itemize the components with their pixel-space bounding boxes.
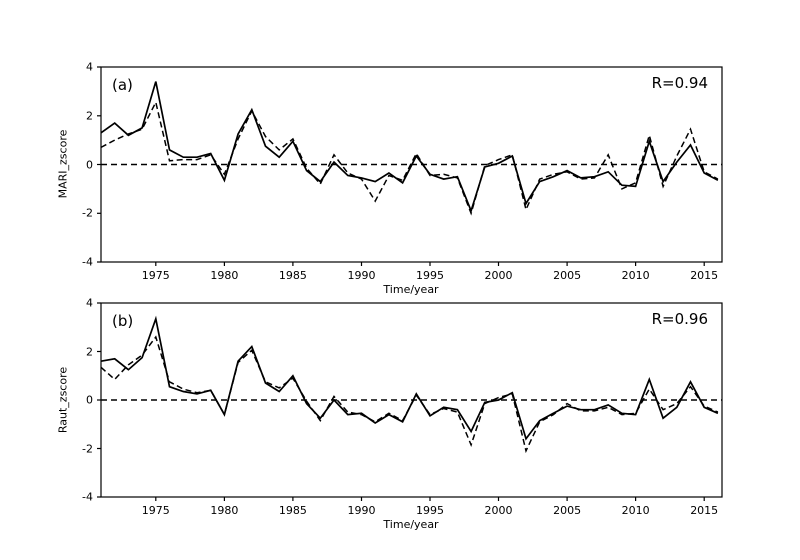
panel-a-correlation-label: R=0.94 [651, 74, 708, 92]
panel-a [97, 66, 723, 266]
panel-b-solid-series-line [100, 315, 719, 441]
panel-b-y-tick-label: 2 [86, 345, 93, 358]
panel-a-dashed-series-line [100, 100, 719, 216]
panel-b-x-tick-label: 1975 [141, 504, 170, 517]
panel-a-x-tick-label: 1975 [141, 269, 170, 282]
panel-b-y-tick-label: -4 [82, 490, 93, 504]
panel-a-x-tick-label: 1995 [416, 269, 444, 282]
panel-a-y-tick-label: -4 [82, 255, 93, 269]
panel-b-y-tick-label: -2 [82, 442, 93, 455]
panel-a-x-tick-label: 2000 [484, 269, 513, 282]
panel-a-solid-series-line [100, 81, 719, 214]
panel-b-x-tick-label: 2005 [553, 504, 582, 517]
panel-a-y-axis-label: MARI_zscore [56, 129, 70, 199]
panel-a-y-tick-label: -2 [82, 206, 93, 220]
panel-a-x-tick-label: 1990 [347, 269, 376, 282]
panel-b-x-tick-label: 2010 [621, 504, 650, 517]
panel-b-x-tick-label: 2015 [690, 504, 719, 517]
panel-a-x-tick-label: 2015 [690, 269, 719, 282]
panel-b-x-tick-label: 1985 [278, 504, 307, 517]
panel-b-letter: (b) [112, 312, 134, 330]
panel-b-x-tick-label: 1990 [347, 504, 376, 517]
panel-b-y-tick-label: 4 [86, 296, 93, 310]
panel-a-y-tick-label: 4 [86, 60, 93, 74]
panel-a-letter: (a) [112, 76, 133, 94]
panel-a-x-tick-label: 2005 [553, 269, 582, 282]
panel-a-y-tick-label: 2 [86, 109, 93, 123]
panel-a-x-tick-label: 1985 [278, 269, 307, 282]
panel-a-x-tick-label: 2010 [621, 269, 650, 282]
panel-b-x-tick-label: 1995 [416, 504, 444, 517]
panel-b-x-axis-label: Time/year [383, 518, 439, 531]
panel-b-y-tick-label: 0 [86, 393, 93, 407]
panel-b [97, 302, 723, 501]
panel-a-x-axis-label: Time/year [383, 283, 439, 296]
panel-b-y-axis-label: Raut_zscore [56, 366, 70, 434]
panel-a-x-tick-label: 1980 [210, 269, 239, 282]
panel-b-correlation-label: R=0.96 [651, 310, 708, 328]
panel-b-x-tick-label: 1980 [210, 504, 239, 517]
panel-a-y-tick-label: 0 [86, 158, 93, 171]
panel-b-x-tick-label: 2000 [484, 504, 513, 517]
